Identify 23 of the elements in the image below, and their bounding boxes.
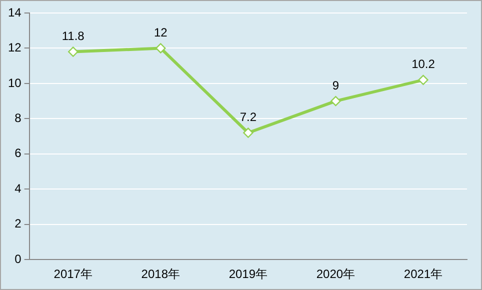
data-label: 9 [332,78,340,92]
y-tick-label: 12 [8,40,22,55]
point [418,74,428,86]
point [330,96,341,106]
x-tick-label: 2020年 [316,267,356,282]
y-tick-label: 8 [14,111,22,125]
y-tick-label: 14 [8,5,22,20]
point [243,128,254,138]
x-tick-label: 2017年 [54,267,92,282]
y-tick-label: 4 [14,181,22,196]
data-label: 7.2 [240,110,257,124]
y-tick-label: 0 [14,252,22,266]
y-tick-label: 2 [14,216,22,231]
y-tick-label: 10 [8,76,22,90]
x-tick-label: 2018年 [141,267,180,282]
data-label: 11.8 [62,29,85,44]
data-label: 10.2 [412,57,436,72]
point [156,43,166,54]
point [68,46,78,57]
x-tick-label: 2019年 [228,267,268,282]
y-tick-label: 6 [14,146,22,160]
x-tick-label: 2021年 [404,267,443,282]
data-label: 12 [154,26,168,40]
